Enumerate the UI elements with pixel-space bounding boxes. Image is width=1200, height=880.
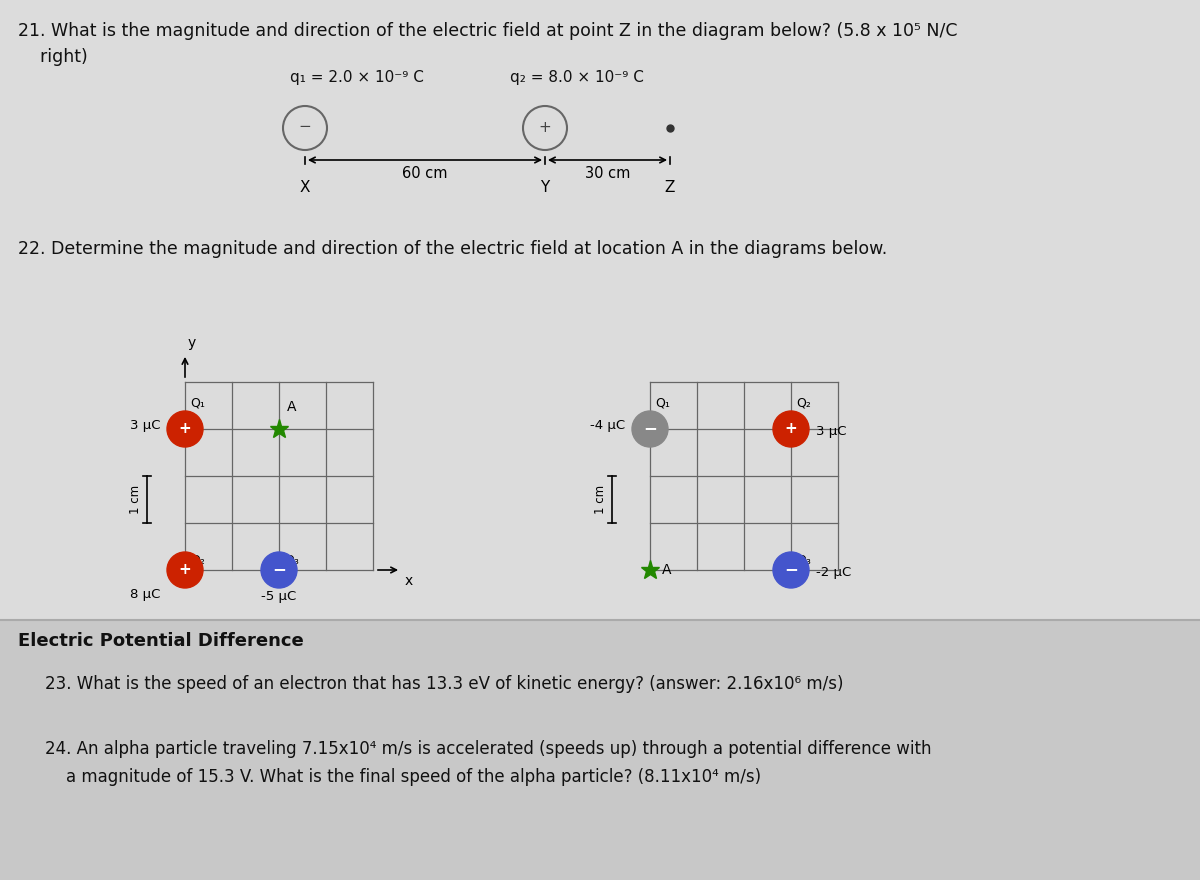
Text: 30 cm: 30 cm [584,166,630,181]
Text: right): right) [18,48,88,66]
Text: Q₂: Q₂ [796,396,811,409]
Text: Q₃: Q₃ [796,553,811,566]
Text: +: + [179,421,191,436]
Text: 21. What is the magnitude and direction of the electric field at point Z in the : 21. What is the magnitude and direction … [18,22,958,40]
Text: q₂ = 8.0 × 10⁻⁹ C: q₂ = 8.0 × 10⁻⁹ C [510,70,644,85]
Circle shape [773,411,809,447]
Text: +: + [785,421,797,436]
Text: -4 μC: -4 μC [590,419,625,431]
Bar [0,620,1200,880]
Text: Q₂: Q₂ [190,553,205,566]
Circle shape [262,552,298,588]
Text: 1 cm: 1 cm [594,485,607,514]
Text: 23. What is the speed of an electron that has 13.3 eV of kinetic energy? (answer: 23. What is the speed of an electron tha… [46,675,844,693]
Text: A: A [662,563,672,577]
Text: -5 μC: -5 μC [262,590,296,603]
Text: y: y [188,336,197,350]
Text: 3 μC: 3 μC [816,424,846,437]
Text: Q₃: Q₃ [284,553,299,566]
Text: a magnitude of 15.3 V. What is the final speed of the alpha particle? (8.11x10⁴ : a magnitude of 15.3 V. What is the final… [46,768,761,786]
Text: q₁ = 2.0 × 10⁻⁹ C: q₁ = 2.0 × 10⁻⁹ C [290,70,424,85]
Text: −: − [299,119,311,134]
Text: 24. An alpha particle traveling 7.15x10⁴ m/s is accelerated (speeds up) through : 24. An alpha particle traveling 7.15x10⁴… [46,740,931,758]
Text: A: A [287,400,296,414]
Text: x: x [406,574,413,588]
Text: -2 μC: -2 μC [816,566,851,578]
Text: +: + [179,561,191,576]
Text: 3 μC: 3 μC [130,419,160,431]
Text: Z: Z [665,180,676,195]
Text: Q₁: Q₁ [190,396,205,409]
Text: Y: Y [540,180,550,195]
Circle shape [632,411,668,447]
Text: −: − [643,419,656,437]
Text: X: X [300,180,311,195]
Text: 1 cm: 1 cm [130,485,142,514]
Text: 8 μC: 8 μC [130,588,160,601]
Circle shape [167,552,203,588]
Text: −: − [784,560,798,578]
Text: 22. Determine the magnitude and direction of the electric field at location A in: 22. Determine the magnitude and directio… [18,240,887,258]
Text: Electric Potential Difference: Electric Potential Difference [18,632,304,650]
Text: Q₁: Q₁ [655,396,670,409]
Text: −: − [272,560,286,578]
Text: +: + [539,120,551,135]
Text: 60 cm: 60 cm [402,166,448,181]
Circle shape [167,411,203,447]
Circle shape [773,552,809,588]
